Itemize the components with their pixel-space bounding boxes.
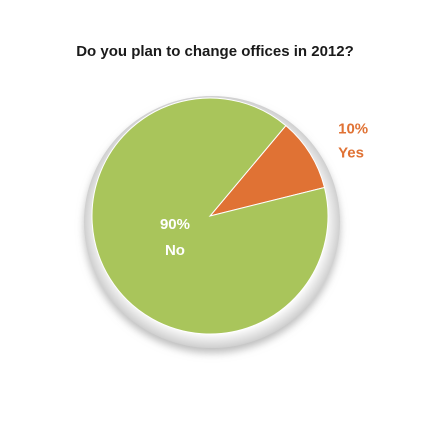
category-label: No — [165, 242, 185, 259]
value-label: 90% — [160, 216, 190, 233]
labels: 10% Yes 90% No — [160, 121, 368, 259]
pie-slice — [208, 124, 326, 217]
chart-title: Do you plan to change offices in 2012? — [76, 43, 354, 60]
value-label: 10% — [338, 121, 368, 138]
pie-slice — [91, 97, 329, 335]
category-label: Yes — [338, 145, 364, 162]
pie — [91, 97, 329, 335]
